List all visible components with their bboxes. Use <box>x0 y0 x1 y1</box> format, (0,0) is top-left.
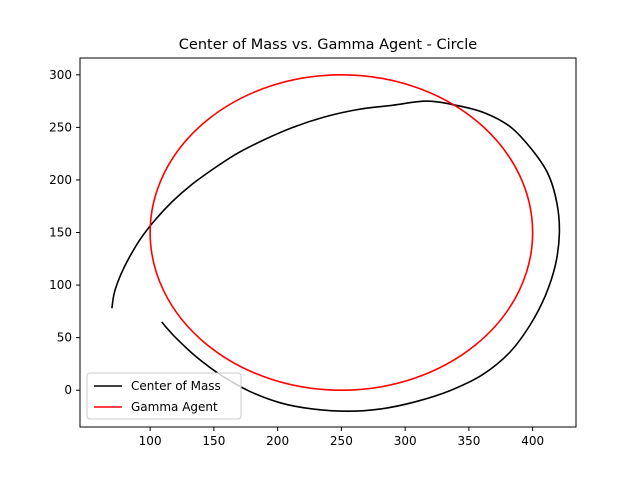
y-tick-label: 200 <box>49 173 72 187</box>
plot-area <box>111 74 561 413</box>
legend: Center of Mass Gamma Agent <box>86 372 242 420</box>
legend-label-center-of-mass: Center of Mass <box>131 379 221 393</box>
x-tick-label: 200 <box>266 434 289 448</box>
y-tick-label: 250 <box>49 120 72 134</box>
x-tick-label: 250 <box>330 434 353 448</box>
plot-frame <box>79 57 577 428</box>
y-tick-label: 100 <box>49 278 72 292</box>
legend-label-gamma-agent: Gamma Agent <box>131 400 218 414</box>
y-tick-label: 150 <box>49 226 72 240</box>
x-tick-label: 300 <box>394 434 417 448</box>
x-tick-label: 100 <box>139 434 162 448</box>
x-tick-label: 350 <box>457 434 480 448</box>
x-tick-label: 400 <box>521 434 544 448</box>
legend-box <box>86 372 242 420</box>
chart-title: Center of Mass vs. Gamma Agent - Circle <box>179 37 477 53</box>
series-line-gamma-agent <box>149 74 534 392</box>
y-tick-label: 50 <box>57 331 72 345</box>
y-tick-label: 0 <box>64 383 72 397</box>
series-line-center-of-mass <box>111 100 561 413</box>
x-tick-label: 150 <box>202 434 225 448</box>
x-axis: 100 150 200 250 300 350 400 <box>139 427 544 448</box>
y-tick-label: 300 <box>49 68 72 82</box>
y-axis: 0 50 100 150 200 250 300 <box>49 68 80 397</box>
